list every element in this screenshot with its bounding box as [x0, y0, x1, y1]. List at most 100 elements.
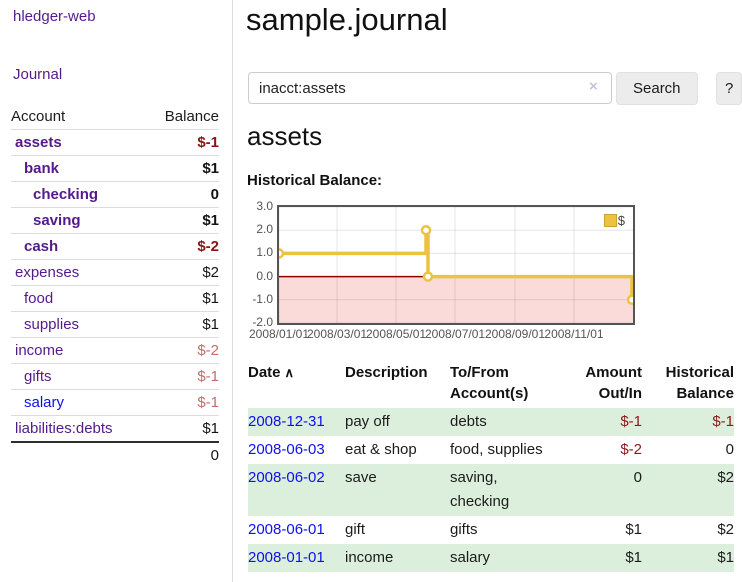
- account-row: expenses $2: [11, 259, 219, 286]
- transaction-description: eat & shop: [345, 441, 417, 458]
- sidebar-account-link[interactable]: food: [24, 290, 54, 307]
- register-row: 2008-12-31 pay off debts $-1 $-1: [248, 408, 734, 436]
- transaction-amount: $-1: [620, 413, 642, 430]
- register-row: 2008-01-01 income salary $1 $1: [248, 544, 734, 572]
- sidebar-account-link[interactable]: bank: [24, 160, 60, 177]
- account-column-header: Account: [11, 108, 66, 125]
- transaction-historical-balance: $1: [717, 549, 734, 566]
- transaction-amount: 0: [633, 469, 642, 486]
- sidebar-account-link[interactable]: cash: [24, 238, 59, 255]
- main-content: sample.journal × Search ? assets Histori…: [233, 0, 742, 582]
- sort-ascending-icon: ∧: [284, 365, 295, 380]
- sidebar-account-balance: 0: [146, 181, 219, 208]
- y-axis-tick-label: 3.0: [256, 199, 273, 213]
- account-row: income $-2: [11, 337, 219, 364]
- sidebar-account-link[interactable]: checking: [33, 186, 99, 203]
- sidebar-item-journal[interactable]: Journal: [13, 66, 63, 83]
- sidebar-account-balance: $1: [146, 155, 219, 182]
- transaction-date-link[interactable]: 2008-12-31: [248, 413, 325, 430]
- transaction-historical-balance: $-1: [712, 413, 734, 430]
- legend-swatch-icon: [603, 214, 617, 227]
- transaction-description: save: [345, 469, 377, 486]
- transaction-description: income: [345, 549, 394, 566]
- y-axis-tick-label: -1.0: [252, 291, 273, 306]
- sidebar-account-balance: $-2: [146, 337, 219, 364]
- transaction-description: pay off: [345, 413, 390, 430]
- transaction-amount: $1: [625, 521, 642, 538]
- transaction-date-link[interactable]: 2008-01-01: [248, 549, 325, 566]
- accounts-table: Account Balance assets $-1 bank $1 checking 0…: [11, 104, 219, 468]
- transaction-date-link[interactable]: 2008-06-03: [248, 441, 325, 458]
- sidebar-account-balance: $1: [146, 207, 219, 234]
- search-button[interactable]: Search: [616, 72, 698, 105]
- account-row: gifts $-1: [11, 363, 219, 390]
- sidebar-account-link[interactable]: gifts: [24, 368, 52, 385]
- transaction-amount: $-2: [620, 441, 642, 458]
- sidebar-account-link[interactable]: income: [15, 342, 64, 359]
- transaction-accounts: debts: [450, 413, 487, 430]
- register-row: 2008-06-03 eat & shop food, supplies $-2 0: [248, 436, 734, 464]
- sidebar-account-link[interactable]: assets: [15, 134, 62, 151]
- sidebar-account-balance: $-1: [146, 363, 219, 390]
- register-table: Date ∧ Description To/From Account(s) Amount O…: [248, 356, 734, 572]
- x-axis-tick-label: 2008/01/01: [248, 327, 310, 341]
- chart-canvas: [279, 207, 633, 323]
- transaction-description: gift: [345, 521, 366, 538]
- help-button[interactable]: ?: [716, 72, 742, 105]
- register-column-header: Amount Out/In: [585, 364, 642, 402]
- sidebar-account-link[interactable]: saving: [33, 212, 81, 229]
- register-row: 2008-06-02 save saving, checking 0 $2: [248, 464, 734, 516]
- account-row: saving $1: [11, 207, 219, 234]
- balance-column-header: Balance: [164, 108, 219, 125]
- account-row: bank $1: [11, 155, 219, 182]
- accounts-total-row: 0: [11, 441, 219, 468]
- account-row: assets $-1: [11, 129, 219, 156]
- y-axis-tick-label: -2.0: [252, 315, 273, 329]
- register-row: 2008-06-01 gift gifts $1 $2: [248, 516, 734, 544]
- transaction-accounts: food, supplies: [450, 441, 543, 458]
- sidebar-account-balance: $1: [146, 311, 219, 338]
- search-input[interactable]: [248, 72, 612, 104]
- sidebar-account-balance: $2: [146, 259, 219, 286]
- sidebar-account-balance: $-1: [146, 129, 219, 156]
- sidebar-account-balance: $-2: [146, 233, 219, 260]
- app-brand-link[interactable]: hledger-web: [13, 8, 96, 25]
- y-axis-tick-label: 1.0: [256, 245, 273, 260]
- sidebar-account-link[interactable]: expenses: [15, 264, 80, 281]
- page-title: sample.journal: [246, 2, 448, 37]
- clear-search-icon[interactable]: ×: [589, 78, 598, 95]
- chart-legend: $: [603, 213, 625, 228]
- accounts-table-header: Account Balance: [11, 104, 219, 130]
- x-axis-tick-label: 2008/09/01: [484, 327, 546, 341]
- x-axis-tick-label: 2008/11/01: [544, 327, 604, 341]
- account-row: checking 0: [11, 181, 219, 208]
- y-axis-tick-label: 2.0: [256, 222, 273, 237]
- account-row: salary $-1: [11, 389, 219, 416]
- account-row: supplies $1: [11, 311, 219, 338]
- x-axis-tick-label: 2008/05/01: [366, 327, 427, 341]
- sidebar-account-link[interactable]: salary: [24, 394, 65, 411]
- x-axis-tick-label: 2008/07/01: [425, 327, 486, 341]
- sidebar-account-balance: $1: [146, 415, 219, 442]
- register-column-header: Historical Balance: [665, 364, 734, 402]
- register-column-header: To/From Account(s): [450, 364, 529, 402]
- x-axis-tick-label: 2008/03/01: [307, 327, 368, 341]
- transaction-date-link[interactable]: 2008-06-02: [248, 469, 325, 486]
- transaction-accounts: saving, checking: [450, 469, 510, 510]
- register-table-header: Date ∧ Description To/From Account(s) Amount O…: [248, 356, 734, 408]
- chart-plot-area[interactable]: $: [277, 205, 635, 325]
- transaction-date-link[interactable]: 2008-06-01: [248, 521, 325, 538]
- accounts-table-body: assets $-1 bank $1 checking 0 saving $1 cash $-2 e…: [11, 129, 219, 442]
- accounts-total-value: 0: [146, 441, 219, 468]
- register-column-header[interactable]: Date ∧: [248, 364, 295, 381]
- account-row: food $1: [11, 285, 219, 312]
- sidebar-account-balance: $1: [146, 285, 219, 312]
- transaction-accounts: gifts: [450, 521, 478, 538]
- y-axis-tick-label: 0.0: [256, 268, 273, 283]
- sidebar-account-link[interactable]: liabilities:debts: [15, 420, 113, 437]
- balance-chart: 3.0 2.0 1.0 0.0 -1.0 -2.0 $ 2008/01/01 2008/03…: [246, 199, 716, 345]
- account-row: cash $-2: [11, 233, 219, 260]
- chart-title: Historical Balance:: [247, 172, 383, 189]
- sidebar-account-link[interactable]: supplies: [24, 316, 80, 333]
- sidebar-account-balance: $-1: [146, 389, 219, 416]
